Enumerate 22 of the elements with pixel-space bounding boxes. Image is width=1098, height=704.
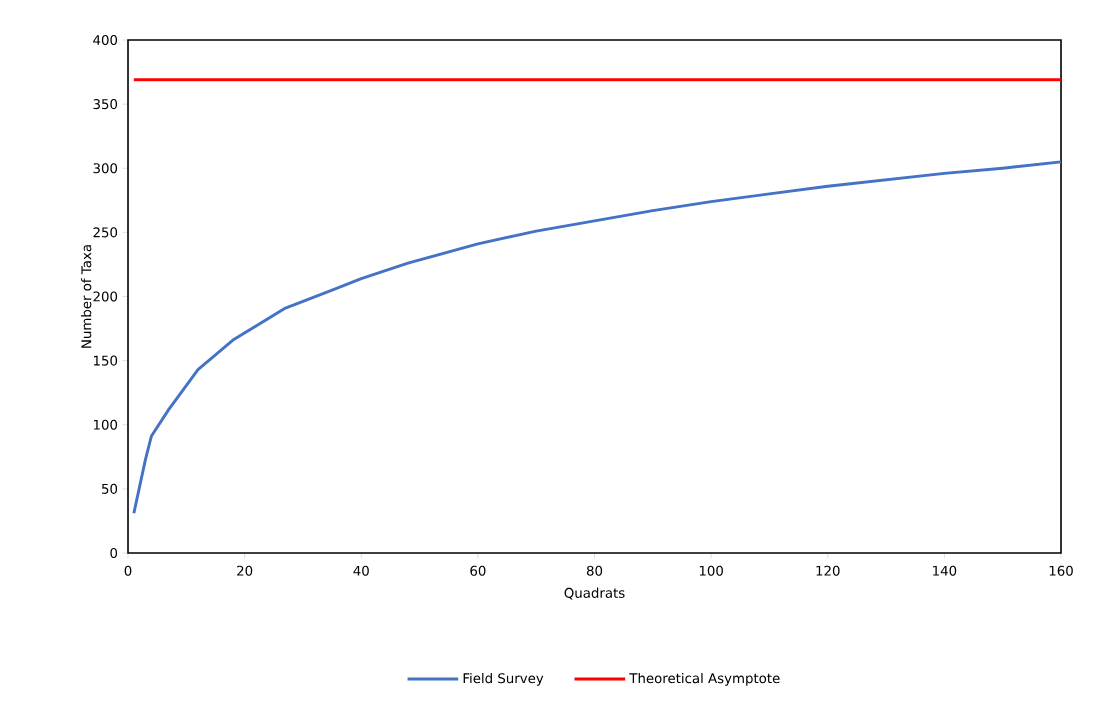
x-tick-label: 80 [586,565,603,576]
x-tick-label: 140 [933,565,957,576]
y-tick-label: 150 [93,355,118,366]
legend-label: Theoretical Asymptote [629,672,780,686]
x-tick-label: 120 [816,565,840,576]
x-axis-title: Quadrats [564,587,625,600]
x-tick-label: 40 [353,565,369,576]
legend-label: Field Survey [463,672,544,686]
y-axis-title: Number of Taxa [81,245,92,348]
y-tick-label: 50 [102,483,118,494]
y-tick-label: 0 [110,547,118,559]
x-tick-label: 0 [124,565,132,576]
y-tick-label: 250 [93,227,118,238]
y-tick-label: 300 [93,163,118,174]
y-tick-label: 400 [93,34,118,46]
x-tick-label: 20 [237,565,253,576]
x-tick-label: 160 [1049,565,1073,576]
y-tick-label: 200 [93,291,118,302]
x-tick-label: 60 [470,565,486,576]
y-tick-label: 350 [93,99,118,110]
x-tick-label: 100 [699,565,723,576]
y-tick-label: 100 [93,419,118,430]
